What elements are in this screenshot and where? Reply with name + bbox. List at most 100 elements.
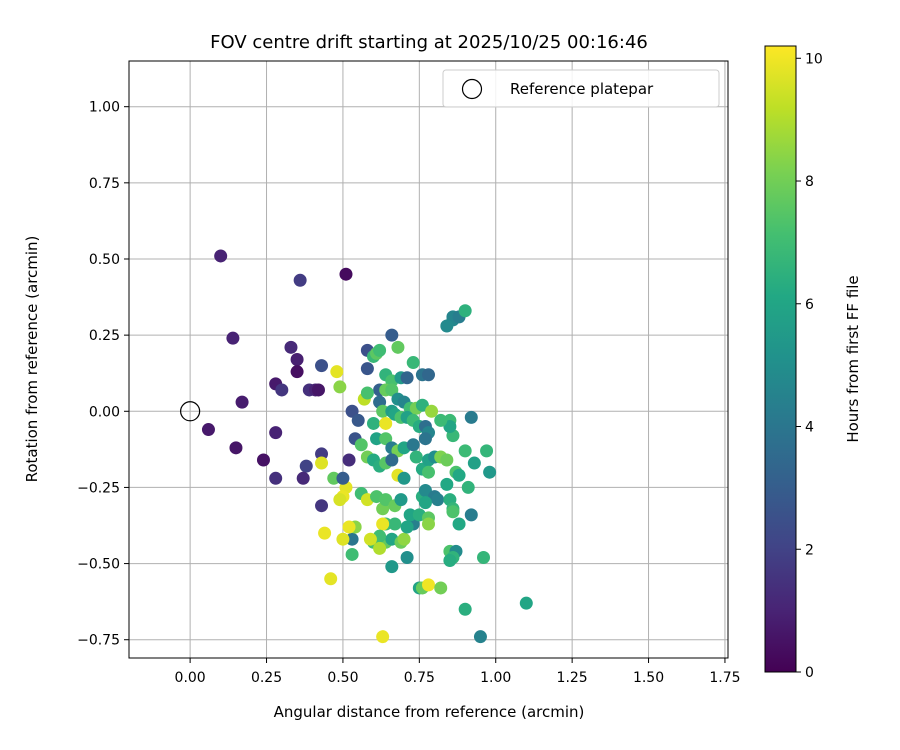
- y-axis-label: Rotation from reference (arcmin): [23, 236, 41, 483]
- data-point: [434, 413, 448, 427]
- data-point: [275, 383, 289, 397]
- data-point: [431, 493, 445, 507]
- data-point: [327, 471, 341, 485]
- data-point: [461, 480, 475, 494]
- x-tick-label: 1.75: [709, 670, 740, 686]
- x-tick-label: 0.25: [251, 670, 282, 686]
- y-tick-label: −0.50: [77, 557, 120, 573]
- data-point: [379, 432, 393, 446]
- x-tick-label: 0.75: [404, 670, 435, 686]
- data-point: [379, 493, 393, 507]
- data-point: [256, 453, 270, 467]
- data-point: [351, 413, 365, 427]
- reference-marker-group: [180, 401, 201, 422]
- data-point: [360, 386, 374, 400]
- x-tick-label: 1.50: [633, 670, 664, 686]
- data-point: [290, 365, 304, 379]
- data-point: [284, 340, 298, 354]
- data-point: [201, 423, 215, 437]
- data-point: [345, 532, 359, 546]
- colorbar-tick-label: 2: [805, 542, 814, 558]
- data-point: [400, 371, 414, 385]
- data-point: [373, 541, 387, 555]
- data-point: [397, 532, 411, 546]
- data-point: [333, 493, 347, 507]
- data-point: [385, 560, 399, 574]
- y-axis-ticks: −0.75 −0.50 −0.25 0.00 0.25 0.50 0.75 1.00: [77, 100, 129, 649]
- data-point: [403, 508, 417, 522]
- data-point: [385, 383, 399, 397]
- y-tick-label: 0.25: [89, 328, 120, 344]
- data-point: [315, 499, 329, 513]
- data-point: [406, 438, 420, 452]
- colorbar-tick-label: 10: [805, 51, 823, 67]
- colorbar-label: Hours from first FF file: [844, 275, 862, 442]
- data-point: [519, 596, 533, 610]
- data-point: [290, 353, 304, 366]
- grid-lines: [129, 61, 728, 658]
- legend: Reference platepar: [442, 69, 720, 108]
- data-point: [388, 517, 402, 531]
- x-tick-label: 1.25: [557, 670, 588, 686]
- data-point: [311, 383, 325, 397]
- colorbar-tick-label: 0: [805, 665, 814, 681]
- data-point: [235, 395, 249, 409]
- data-point: [409, 450, 423, 464]
- data-point: [269, 426, 283, 440]
- data-point: [315, 456, 329, 470]
- data-point: [345, 547, 359, 561]
- data-point: [422, 517, 435, 531]
- data-point: [339, 267, 353, 281]
- data-point: [422, 465, 435, 479]
- data-point: [370, 432, 384, 446]
- data-point: [443, 554, 457, 568]
- data-point: [483, 465, 497, 479]
- data-point: [293, 273, 307, 287]
- data-point: [446, 505, 460, 519]
- data-point: [342, 453, 356, 467]
- y-tick-label: 1.00: [89, 100, 120, 116]
- colorbar-tick-label: 8: [805, 174, 814, 190]
- colorbar-tick-label: 6: [805, 297, 814, 313]
- data-point: [315, 447, 329, 461]
- data-point: [434, 581, 448, 595]
- data-point: [418, 496, 432, 510]
- plot-frame: [128, 60, 729, 659]
- data-point: [473, 630, 487, 644]
- x-axis-ticks: 0.00 0.25 0.50 0.75 1.00 1.25 1.50 1.75: [175, 658, 741, 686]
- data-point: [385, 328, 399, 342]
- data-point: [391, 340, 405, 354]
- data-point: [425, 404, 439, 418]
- data-point: [376, 517, 390, 531]
- colorbar: [764, 45, 797, 673]
- data-point: [336, 471, 350, 485]
- y-tick-label: 0.75: [89, 176, 120, 192]
- data-point: [422, 368, 435, 382]
- data-point: [360, 362, 374, 376]
- x-tick-label: 1.00: [480, 670, 511, 686]
- data-point: [363, 532, 377, 546]
- data-point: [366, 416, 380, 430]
- reference-platepar-marker: [180, 401, 201, 422]
- data-point: [394, 493, 408, 507]
- data-point: [379, 416, 393, 430]
- data-point: [443, 420, 457, 434]
- x-tick-label: 0.50: [327, 670, 358, 686]
- data-point: [330, 365, 344, 379]
- data-point: [467, 456, 481, 470]
- data-point: [376, 404, 390, 418]
- data-point: [376, 630, 390, 644]
- data-point: [229, 441, 243, 455]
- legend-reference-marker: [461, 78, 483, 100]
- data-point: [400, 550, 414, 564]
- data-point: [477, 550, 491, 564]
- y-tick-label: −0.75: [77, 633, 120, 649]
- data-point: [406, 356, 420, 370]
- y-tick-label: 0.00: [89, 404, 120, 420]
- data-point: [336, 532, 350, 546]
- data-point: [458, 602, 472, 616]
- data-point: [418, 432, 432, 446]
- data-point: [385, 453, 399, 467]
- data-point: [373, 343, 387, 357]
- data-point: [333, 380, 347, 394]
